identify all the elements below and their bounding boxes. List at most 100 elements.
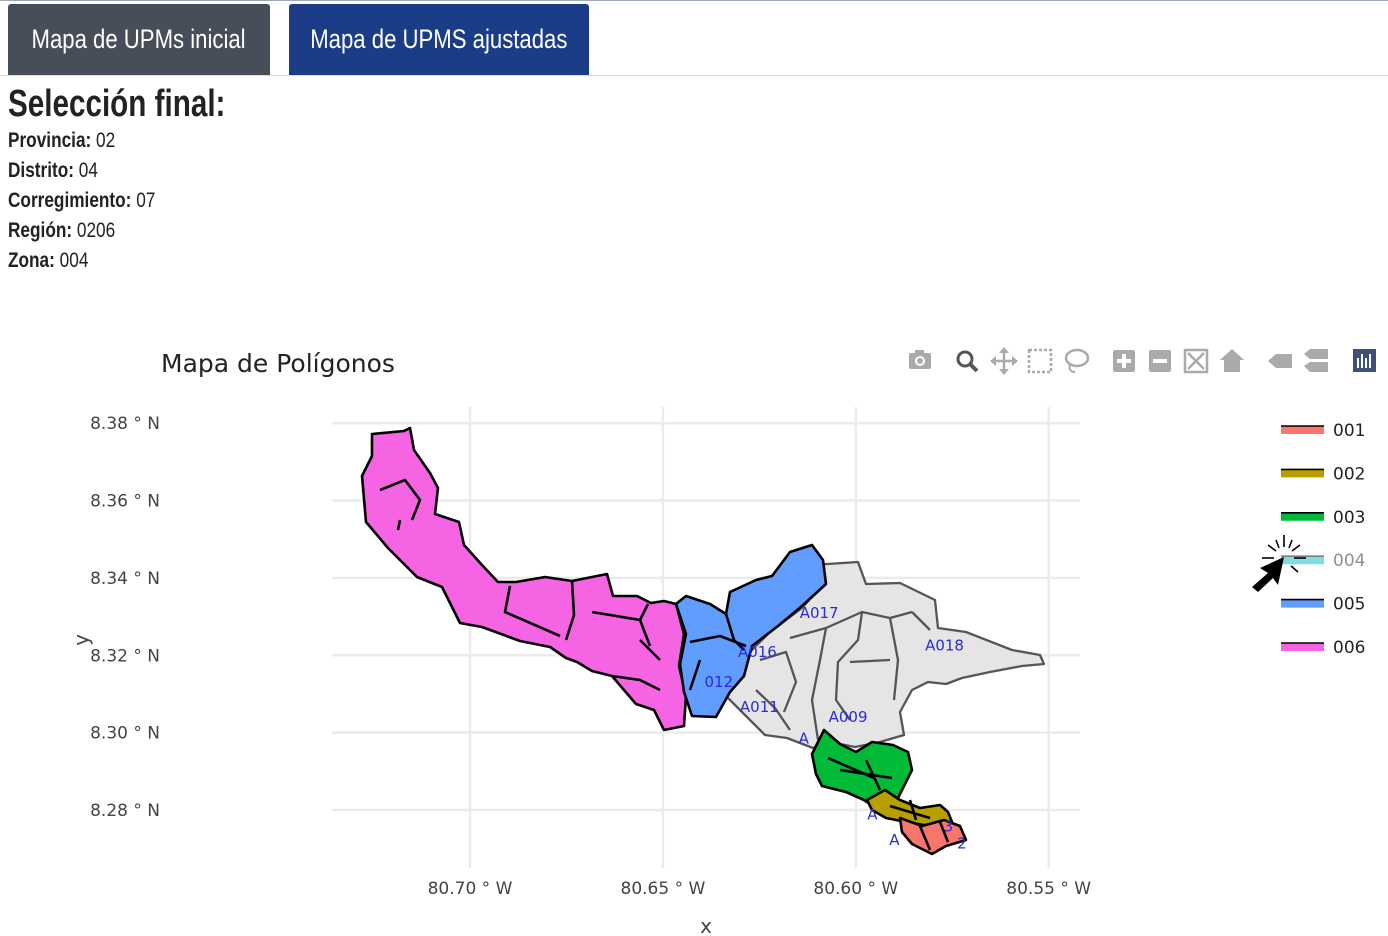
field-zona: Zona: 004: [8, 246, 237, 276]
x-axis-title: x: [700, 914, 712, 936]
field-label: Distrito:: [8, 159, 75, 182]
modebar: [909, 347, 1376, 375]
legend-item-003[interactable]: 003: [1281, 508, 1365, 528]
polygon-border: [810, 627, 828, 741]
hover-closest-icon[interactable]: [1268, 354, 1292, 368]
polygon-border: [864, 759, 882, 791]
polygon-001[interactable]: [898, 816, 968, 856]
polygon-border: [396, 519, 402, 531]
polygon-002[interactable]: [865, 788, 954, 828]
selection-panel: Selección final: Provincia: 02 Distrito:…: [8, 82, 287, 276]
polygon-label: 2: [957, 835, 967, 853]
pan-icon[interactable]: [990, 347, 1018, 375]
tab-mapa-upms-inicial[interactable]: Mapa de UPMs inicial: [8, 4, 270, 75]
x-tick-label: 80.55 ° W: [1006, 879, 1091, 899]
polygon-border: [888, 617, 900, 701]
polygon-border: [379, 478, 422, 521]
field-label: Corregimiento:: [8, 189, 132, 212]
polygon-label: 012: [705, 673, 734, 691]
x-tick-label: 80.70 ° W: [428, 879, 513, 899]
polygon-border: [564, 580, 576, 641]
field-value: 04: [78, 159, 98, 182]
polygon-border: [503, 585, 561, 638]
field-corregimiento: Corregimiento: 07: [8, 186, 237, 216]
y-tick-label: 8.30 ° N: [90, 724, 160, 744]
tab-bar: Mapa de UPMs inicial Mapa de UPMS ajusta…: [0, 0, 1388, 76]
tab-label: Mapa de UPMs inicial: [31, 24, 247, 54]
y-axis-title: y: [69, 634, 93, 646]
polygon-label: A: [867, 806, 878, 824]
polygon-label: A009: [829, 708, 868, 726]
axis-ticks: 80.70 ° W 80.65 ° W 80.60 ° W 80.55 ° W 8.38…: [90, 414, 1091, 899]
zoom-icon[interactable]: [956, 350, 979, 373]
polygon-label: A016: [738, 643, 777, 661]
polygon-border: [834, 611, 864, 721]
hover-compare-icon[interactable]: [1304, 349, 1328, 372]
polygon-border: [759, 650, 798, 713]
legend-item-004[interactable]: 004: [1281, 551, 1365, 571]
y-tick-label: 8.32 ° N: [90, 646, 160, 666]
field-value: 004: [59, 249, 89, 272]
polygon-border: [911, 611, 931, 631]
field-label: Provincia:: [8, 129, 92, 152]
y-tick-label: 8.34 ° N: [90, 569, 160, 589]
tab-label: Mapa de UPMS ajustadas: [310, 24, 568, 54]
x-tick-label: 80.65 ° W: [621, 879, 706, 899]
field-provincia: Provincia: 02: [8, 126, 237, 156]
map-polygons[interactable]: [360, 426, 1046, 856]
chart-title: Mapa de Polígonos: [161, 349, 395, 378]
polygon-border: [889, 804, 931, 820]
legend-item-006[interactable]: 006: [1281, 638, 1365, 658]
polygon-border: [938, 821, 950, 843]
polygon-label: A: [799, 729, 810, 747]
click-cursor-icon: [1252, 535, 1306, 592]
x-tick-label: 80.60 ° W: [813, 879, 898, 899]
polygon-border: [688, 659, 702, 691]
box-select-icon[interactable]: [1027, 348, 1053, 374]
legend-item-001[interactable]: 001: [1281, 421, 1365, 441]
polygon-005[interactable]: [674, 543, 828, 719]
polygon-border: [755, 689, 791, 731]
polygon-border: [918, 825, 932, 851]
legend-label: 001: [1333, 421, 1365, 441]
legend-label: 004: [1333, 551, 1365, 571]
polygon-border: [908, 799, 918, 821]
tab-mapa-upms-ajustadas[interactable]: Mapa de UPMS ajustadas: [289, 4, 589, 75]
polygon-label: 3: [944, 817, 954, 835]
field-label: Zona:: [8, 249, 55, 272]
field-value: 0206: [76, 219, 116, 242]
autoscale-icon[interactable]: [1183, 348, 1209, 374]
top-border: [0, 0, 1388, 1]
legend-item-005[interactable]: 005: [1281, 595, 1365, 615]
field-value: 02: [96, 129, 116, 152]
field-distrito: Distrito: 04: [8, 156, 237, 186]
polygon-border: [638, 603, 650, 621]
zoom-out-icon[interactable]: [1149, 350, 1171, 372]
zoom-in-icon[interactable]: [1113, 350, 1135, 372]
camera-icon[interactable]: [909, 350, 931, 369]
field-label: Región:: [8, 219, 73, 242]
legend-label: 006: [1333, 638, 1365, 658]
polygon-border: [839, 768, 893, 780]
y-tick-label: 8.28 ° N: [90, 801, 160, 821]
lasso-select-icon[interactable]: [1064, 348, 1090, 373]
polygon-border: [611, 674, 661, 692]
legend: 001 002 003 004 005 006: [1281, 421, 1365, 658]
polygon-label: A011: [740, 698, 779, 716]
y-tick-label: 8.38 ° N: [90, 414, 160, 434]
polygon-label: A: [889, 831, 900, 849]
reset-axes-icon[interactable]: [1220, 349, 1244, 372]
polygon-border: [639, 639, 661, 661]
legend-label: 003: [1333, 508, 1365, 528]
y-tick-label: 8.36 ° N: [90, 492, 160, 512]
polygon-label: A018: [925, 637, 964, 655]
legend-label: 002: [1333, 464, 1365, 484]
polygon-label: A017: [800, 604, 839, 622]
selection-title: Selección final:: [8, 83, 226, 125]
polygon-border: [689, 634, 747, 648]
plotly-logo-icon[interactable]: [1353, 349, 1376, 372]
legend-item-002[interactable]: 002: [1281, 464, 1365, 484]
field-value: 07: [136, 189, 156, 212]
